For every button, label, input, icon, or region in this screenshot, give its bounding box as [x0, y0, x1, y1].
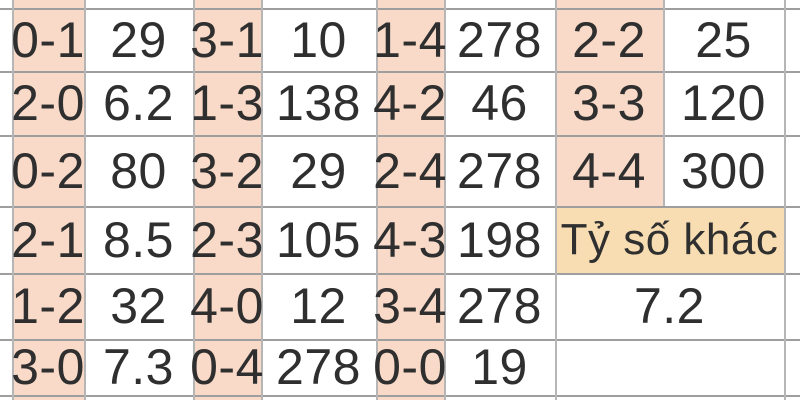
odds-cell[interactable]: 80	[110, 142, 167, 199]
score-cell: 0-0	[373, 339, 447, 395]
score-cell: 1-4	[373, 11, 447, 68]
grid-line-vertical	[663, 0, 665, 206]
score-cell: 2-2	[572, 11, 646, 68]
odds-cell[interactable]: 29	[290, 142, 347, 199]
score-cell: 2-4	[373, 142, 447, 199]
odds-cell[interactable]: 32	[110, 278, 167, 334]
odds-cell[interactable]: 300	[681, 142, 766, 199]
odds-cell[interactable]: 29	[110, 11, 167, 68]
grid-line-horizontal	[0, 71, 800, 73]
odds-cell[interactable]: 25	[695, 11, 752, 68]
score-cell: 3-3	[572, 75, 646, 131]
grid-line-vertical	[193, 0, 195, 400]
score-cell: 0-1	[11, 11, 85, 68]
grid-line-vertical	[261, 0, 263, 400]
odds-cell[interactable]: 6.2	[102, 75, 174, 131]
score-column-bg-3	[376, 0, 444, 400]
score-cell: 4-3	[373, 211, 447, 268]
grid-line-vertical	[12, 0, 14, 400]
score-cell: 0-2	[11, 142, 85, 199]
score-cell: 1-3	[190, 75, 264, 131]
empty-cell	[555, 339, 784, 395]
grid-line-horizontal	[0, 135, 800, 137]
odds-cell[interactable]: 10	[290, 11, 347, 68]
odds-cell[interactable]: 198	[457, 211, 542, 268]
score-column-bg-4	[555, 0, 663, 206]
score-cell: 4-4	[572, 142, 646, 199]
grid-line-vertical	[784, 0, 786, 400]
odds-cell[interactable]: 120	[681, 75, 766, 131]
score-cell: 3-4	[373, 278, 447, 334]
score-cell: 0-4	[190, 339, 264, 395]
odds-cell[interactable]: 12	[290, 278, 347, 334]
other-score-odds-cell[interactable]: 7.2	[633, 278, 705, 334]
score-cell: 2-1	[11, 211, 85, 268]
other-score-cell-bg	[555, 206, 784, 273]
score-cell: 1-2	[11, 278, 85, 334]
grid-line-vertical	[444, 0, 446, 400]
score-column-bg-1	[12, 0, 84, 400]
odds-cell[interactable]: 278	[457, 278, 542, 334]
grid-line-vertical	[555, 0, 557, 400]
grid-line-horizontal	[0, 339, 800, 341]
odds-cell[interactable]: 278	[276, 339, 361, 395]
odds-cell[interactable]: 278	[457, 142, 542, 199]
grid-line-horizontal	[0, 206, 800, 208]
score-cell: 3-1	[190, 11, 264, 68]
score-cell: 3-2	[190, 142, 264, 199]
other-score-label: Tỷ số khác	[560, 214, 779, 264]
score-cell: 3-0	[11, 339, 85, 395]
odds-cell[interactable]: 8.5	[102, 211, 174, 268]
odds-cell[interactable]: 138	[276, 75, 361, 131]
grid-line-vertical	[376, 0, 378, 400]
odds-cell[interactable]: 46	[471, 75, 528, 131]
score-cell: 2-3	[190, 211, 264, 268]
grid-line-vertical	[84, 0, 86, 400]
score-cell: 2-0	[11, 75, 85, 131]
score-cell: 4-0	[190, 278, 264, 334]
odds-cell[interactable]: 7.3	[102, 339, 174, 395]
score-column-bg-2	[193, 0, 261, 400]
grid-line-horizontal	[0, 8, 800, 10]
score-cell: 4-2	[373, 75, 447, 131]
grid-line-horizontal	[0, 273, 800, 275]
odds-cell[interactable]: 278	[457, 11, 542, 68]
grid-line-horizontal	[0, 395, 800, 397]
odds-cell[interactable]: 105	[276, 211, 361, 268]
odds-cell[interactable]: 19	[471, 339, 528, 395]
